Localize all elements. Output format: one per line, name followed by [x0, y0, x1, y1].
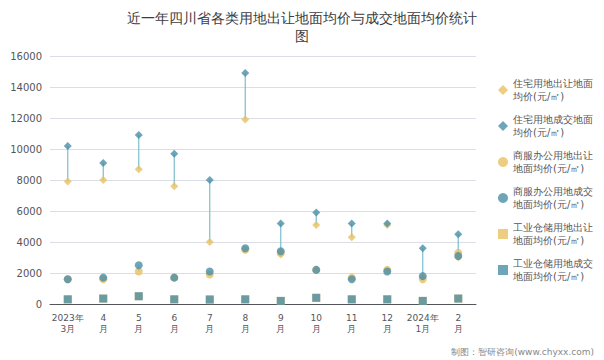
- svg-text:14000: 14000: [10, 82, 42, 93]
- svg-text:4000: 4000: [17, 237, 42, 248]
- svg-text:9: 9: [278, 313, 284, 323]
- svg-text:6000: 6000: [17, 206, 42, 217]
- svg-text:10000: 10000: [10, 144, 42, 155]
- svg-text:12000: 12000: [10, 113, 42, 124]
- svg-text:3月: 3月: [60, 324, 75, 334]
- svg-text:8: 8: [242, 313, 248, 323]
- svg-text:5: 5: [136, 313, 142, 323]
- svg-text:1月: 1月: [415, 324, 430, 334]
- svg-text:月: 月: [312, 324, 321, 334]
- svg-text:月: 月: [383, 324, 392, 334]
- svg-text:住宅用地成交地面: 住宅用地成交地面: [513, 114, 593, 125]
- svg-text:月: 月: [134, 324, 143, 334]
- svg-text:2023年: 2023年: [52, 313, 84, 323]
- svg-text:住宅用地出让地面: 住宅用地出让地面: [513, 78, 593, 89]
- svg-text:工业仓储用地成交: 工业仓储用地成交: [513, 258, 593, 269]
- svg-text:月: 月: [99, 324, 108, 334]
- svg-text:月: 月: [454, 324, 463, 334]
- svg-text:月: 月: [276, 324, 285, 334]
- svg-text:图: 图: [295, 28, 309, 44]
- svg-text:近一年四川省各类用地出让地面均价与成交地面均价统计: 近一年四川省各类用地出让地面均价与成交地面均价统计: [127, 10, 477, 26]
- svg-text:0: 0: [36, 299, 42, 310]
- svg-text:工业仓储用地出让: 工业仓储用地出让: [513, 222, 593, 233]
- svg-text:7: 7: [207, 313, 213, 323]
- svg-text:16000: 16000: [10, 51, 42, 62]
- svg-text:地面均价(元/㎡): 地面均价(元/㎡): [512, 163, 584, 174]
- svg-text:月: 月: [347, 324, 356, 334]
- svg-text:商服办公用地出让: 商服办公用地出让: [513, 150, 593, 161]
- svg-text:10: 10: [311, 313, 323, 323]
- svg-text:月: 月: [170, 324, 179, 334]
- svg-text:均价(元/㎡): 均价(元/㎡): [512, 91, 564, 102]
- svg-text:2: 2: [455, 313, 461, 323]
- svg-text:8000: 8000: [17, 175, 42, 186]
- svg-text:2000: 2000: [17, 268, 42, 279]
- svg-text:商服办公用地成交: 商服办公用地成交: [513, 186, 593, 197]
- svg-text:4: 4: [100, 313, 106, 323]
- svg-text:11: 11: [346, 313, 357, 323]
- svg-text:2024年: 2024年: [407, 313, 439, 323]
- svg-text:月: 月: [241, 324, 250, 334]
- svg-text:月: 月: [205, 324, 214, 334]
- svg-text:地面均价(元/㎡): 地面均价(元/㎡): [512, 271, 584, 282]
- svg-text:均价(元/㎡): 均价(元/㎡): [512, 127, 564, 138]
- svg-text:制图：智研咨询(www.chyxx.com): 制图：智研咨询(www.chyxx.com): [451, 347, 594, 357]
- svg-text:6: 6: [171, 313, 177, 323]
- svg-text:地面均价(元/㎡): 地面均价(元/㎡): [512, 235, 584, 246]
- svg-text:12: 12: [382, 313, 393, 323]
- svg-text:地面均价(元/㎡): 地面均价(元/㎡): [512, 199, 584, 210]
